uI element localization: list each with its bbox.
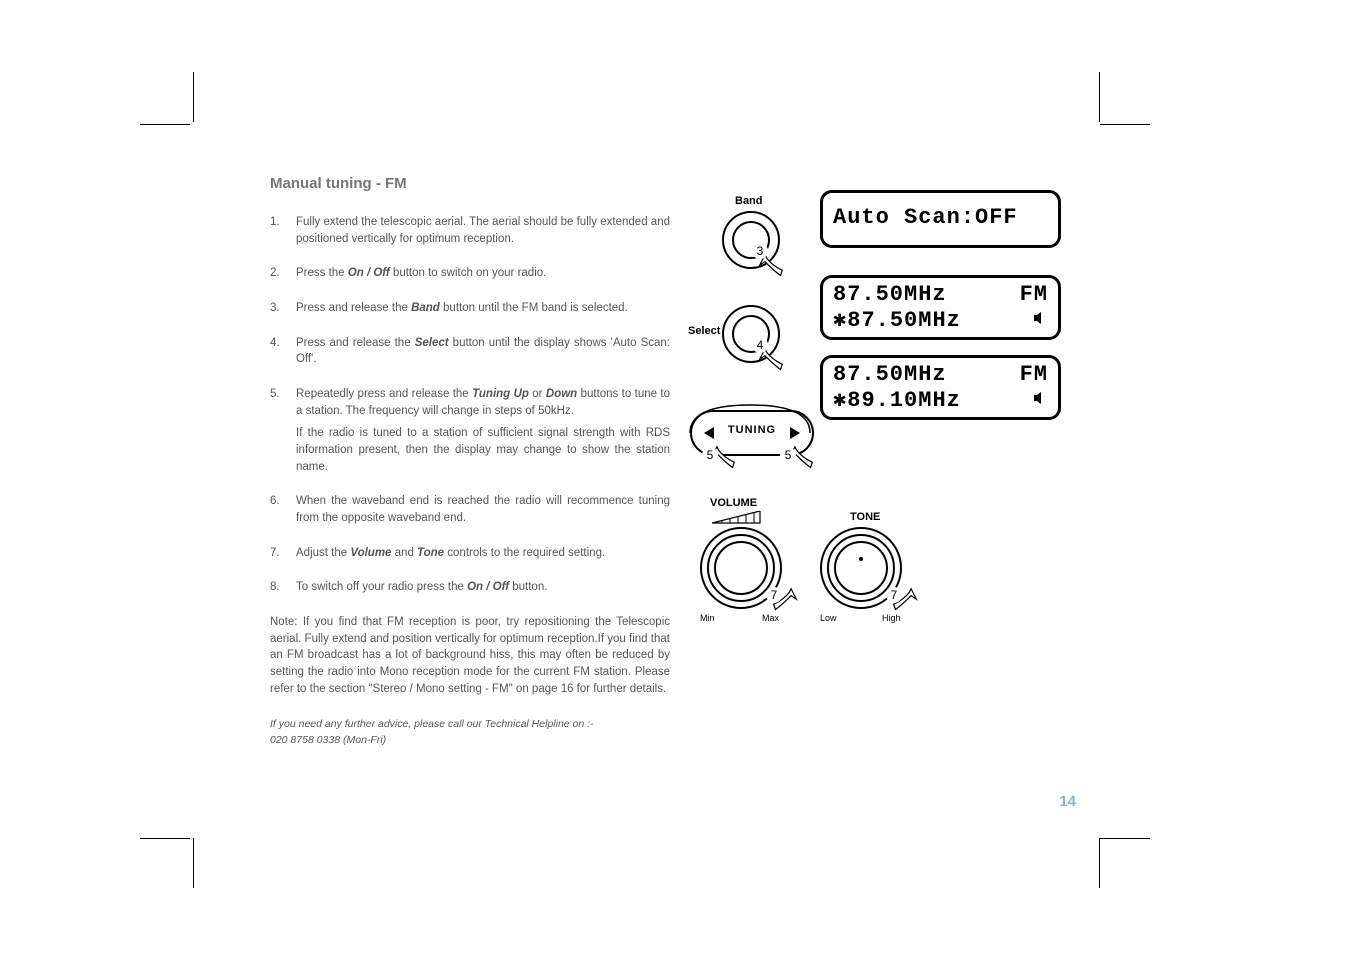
- note-text: Note: If you find that FM reception is p…: [270, 614, 670, 697]
- low-label: Low: [820, 613, 837, 623]
- band-label: Band: [735, 195, 763, 207]
- select-label: Select: [688, 325, 720, 337]
- step-4: 4.Press and release the Select button un…: [270, 335, 670, 368]
- min-label: Min: [700, 613, 715, 623]
- lcd-freq-1: 87.50MHzFM ✱87.50MHz: [820, 275, 1061, 340]
- callout-3: 3: [752, 243, 768, 259]
- callout-5b: 5: [780, 447, 796, 463]
- step-6: 6.When the waveband end is reached the r…: [270, 493, 670, 526]
- callout-4: 4: [752, 337, 768, 353]
- step-3: 3.Press and release the Band button unti…: [270, 300, 670, 317]
- lcd-freq-2: 87.50MHzFM ✱89.10MHz: [820, 355, 1061, 420]
- tone-label: TONE: [850, 511, 880, 523]
- step-2: 2.Press the On / Off button to switch on…: [270, 265, 670, 282]
- callout-7b: 7: [886, 587, 902, 603]
- speaker-icon: [1032, 388, 1048, 413]
- lcd-autoscan: Auto Scan:OFF: [820, 190, 1061, 248]
- step-8: 8.To switch off your radio press the On …: [270, 579, 670, 596]
- step-7: 7.Adjust the Volume and Tone controls to…: [270, 545, 670, 562]
- page-number: 14: [1059, 793, 1076, 810]
- speaker-icon: [1032, 308, 1048, 333]
- high-label: High: [882, 613, 901, 623]
- volume-label: VOLUME: [710, 497, 757, 509]
- callout-5a: 5: [702, 447, 718, 463]
- max-label: Max: [762, 613, 779, 623]
- helpline: If you need any further advice, please c…: [270, 717, 670, 749]
- callout-7a: 7: [766, 587, 782, 603]
- steps-list: 1.Fully extend the telescopic aerial. Th…: [270, 214, 670, 596]
- step-1: 1.Fully extend the telescopic aerial. Th…: [270, 214, 670, 247]
- step-5: 5.Repeatedly press and release the Tunin…: [270, 386, 670, 475]
